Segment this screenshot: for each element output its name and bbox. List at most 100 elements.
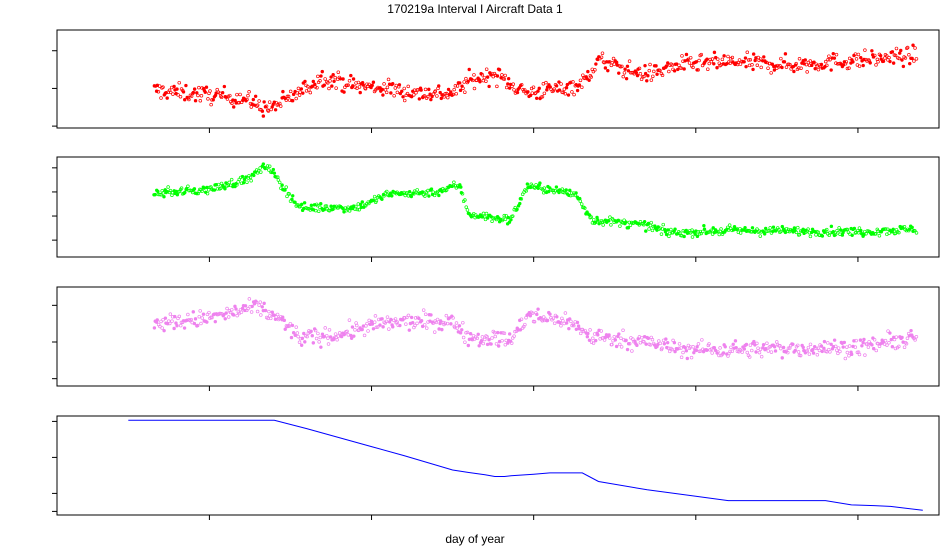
data-point xyxy=(470,337,475,342)
data-point xyxy=(634,70,639,75)
data-point xyxy=(712,62,716,66)
data-point xyxy=(882,227,887,231)
data-point xyxy=(844,60,849,64)
data-point xyxy=(515,90,520,95)
data-point xyxy=(468,332,473,336)
data-point xyxy=(691,345,695,349)
data-point xyxy=(461,86,465,90)
data-point xyxy=(889,337,894,342)
data-point xyxy=(804,62,809,67)
data-point xyxy=(828,350,832,354)
data-point xyxy=(856,52,861,57)
data-point xyxy=(404,322,408,326)
x-axis-label: day of year xyxy=(445,532,504,546)
data-point xyxy=(518,196,523,201)
data-point xyxy=(728,349,732,354)
data-point xyxy=(403,316,407,320)
data-point xyxy=(718,346,722,350)
data-point xyxy=(597,55,601,59)
data-point xyxy=(191,310,195,314)
data-point xyxy=(342,90,346,94)
data-point xyxy=(495,74,500,78)
data-point xyxy=(664,337,668,341)
data-point xyxy=(663,230,668,234)
data-point xyxy=(829,68,833,72)
data-point xyxy=(382,194,386,198)
data-point xyxy=(829,224,834,229)
data-point xyxy=(166,185,170,189)
data-point xyxy=(907,53,911,57)
data-point xyxy=(860,344,864,348)
data-point xyxy=(347,79,352,83)
data-point xyxy=(159,193,163,197)
data-point xyxy=(622,71,627,75)
data-point xyxy=(533,91,538,95)
data-point xyxy=(303,340,307,344)
data-point xyxy=(506,82,510,86)
data-point xyxy=(434,320,439,325)
data-point xyxy=(893,53,898,58)
data-point xyxy=(489,215,493,219)
data-point xyxy=(857,226,862,230)
data-point xyxy=(690,228,694,232)
data-point xyxy=(758,347,763,352)
data-point xyxy=(371,198,376,202)
data-point xyxy=(445,321,450,326)
data-point xyxy=(241,181,246,185)
data-point xyxy=(497,68,502,72)
data-point xyxy=(472,86,477,91)
data-point xyxy=(355,323,359,328)
data-point xyxy=(220,90,225,95)
data-point xyxy=(684,228,688,233)
data-point xyxy=(210,315,214,320)
data-point xyxy=(861,63,865,68)
data-point xyxy=(370,322,375,326)
data-point xyxy=(495,330,500,335)
data-point xyxy=(874,231,878,236)
data-point xyxy=(216,182,221,187)
data-point xyxy=(713,348,718,353)
data-point xyxy=(193,98,198,103)
data-point xyxy=(243,304,248,308)
data-point xyxy=(747,355,752,359)
data-point xyxy=(751,67,755,72)
data-point xyxy=(845,227,850,232)
data-point xyxy=(689,355,694,360)
data-point xyxy=(267,100,272,104)
data-point xyxy=(326,342,331,346)
data-point xyxy=(727,223,732,227)
data-point xyxy=(298,90,302,94)
data-point xyxy=(581,329,586,334)
data-point xyxy=(752,339,756,344)
data-point xyxy=(248,175,253,180)
data-point xyxy=(894,46,899,51)
data-point xyxy=(328,335,333,339)
data-point xyxy=(315,85,319,90)
data-point xyxy=(612,335,616,339)
data-point xyxy=(593,68,597,72)
data-point xyxy=(626,342,631,346)
data-point xyxy=(743,225,747,230)
data-point xyxy=(251,97,256,102)
data-point xyxy=(601,223,605,227)
data-point xyxy=(328,79,332,83)
data-point xyxy=(458,88,463,93)
data-point xyxy=(535,96,539,101)
data-point xyxy=(299,343,304,347)
data-point xyxy=(885,343,889,347)
data-point xyxy=(319,202,323,206)
data-point xyxy=(508,339,513,343)
data-point xyxy=(603,66,608,70)
data-point xyxy=(512,88,516,92)
data-point xyxy=(478,79,482,84)
data-point xyxy=(720,57,725,62)
data-point xyxy=(385,189,389,194)
data-point xyxy=(883,342,887,347)
data-point xyxy=(590,221,595,225)
data-point xyxy=(712,345,717,350)
data-point xyxy=(310,84,315,88)
data-point xyxy=(833,344,838,349)
data-point xyxy=(575,88,580,93)
data-point xyxy=(463,198,467,202)
data-point xyxy=(559,82,563,86)
